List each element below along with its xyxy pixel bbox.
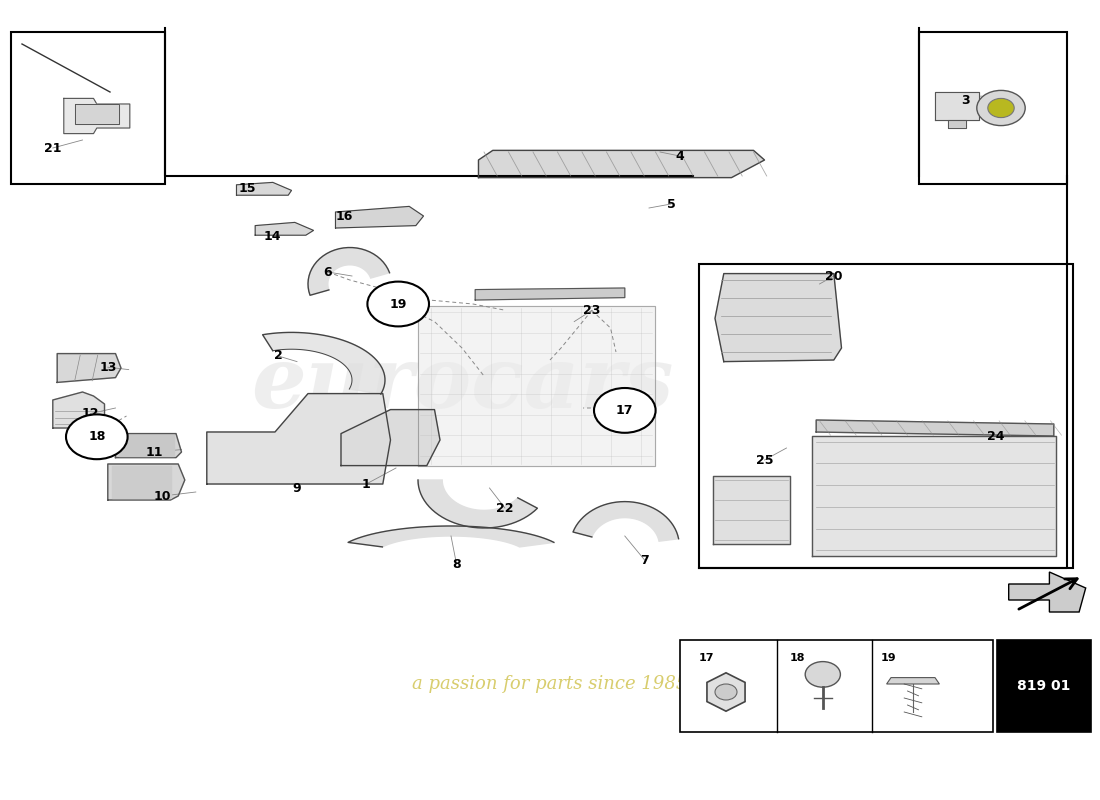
Circle shape xyxy=(66,414,128,459)
Text: 20: 20 xyxy=(825,270,843,282)
Text: 23: 23 xyxy=(583,304,601,317)
Text: 17: 17 xyxy=(698,654,714,663)
Text: 19: 19 xyxy=(881,654,896,663)
Polygon shape xyxy=(53,392,104,428)
Text: 12: 12 xyxy=(81,407,99,420)
Polygon shape xyxy=(812,436,1056,556)
FancyBboxPatch shape xyxy=(698,264,1072,568)
Text: 5: 5 xyxy=(667,198,675,210)
Text: 18: 18 xyxy=(790,654,805,663)
Text: 819 01: 819 01 xyxy=(1018,679,1070,693)
Text: a passion for parts since 1985: a passion for parts since 1985 xyxy=(412,675,688,693)
Circle shape xyxy=(594,388,656,433)
Polygon shape xyxy=(573,502,679,542)
Polygon shape xyxy=(336,206,424,228)
Polygon shape xyxy=(119,435,174,456)
Text: 25: 25 xyxy=(756,454,773,466)
Text: 8: 8 xyxy=(452,558,461,570)
Circle shape xyxy=(977,90,1025,126)
Text: 9: 9 xyxy=(293,482,301,494)
Polygon shape xyxy=(108,464,185,500)
Polygon shape xyxy=(816,420,1054,436)
Polygon shape xyxy=(348,526,554,547)
Polygon shape xyxy=(112,466,170,498)
Text: 24: 24 xyxy=(987,430,1004,442)
Polygon shape xyxy=(75,104,119,124)
Circle shape xyxy=(367,282,429,326)
Polygon shape xyxy=(478,150,764,178)
Text: 13: 13 xyxy=(99,361,117,374)
Polygon shape xyxy=(255,222,314,235)
FancyBboxPatch shape xyxy=(918,32,1067,184)
Text: 21: 21 xyxy=(44,142,62,154)
Polygon shape xyxy=(935,92,979,120)
Polygon shape xyxy=(475,288,625,300)
Text: 16: 16 xyxy=(336,210,353,222)
Polygon shape xyxy=(263,333,385,394)
Polygon shape xyxy=(57,354,121,382)
Polygon shape xyxy=(116,434,182,458)
Text: 2: 2 xyxy=(274,350,283,362)
Text: 18: 18 xyxy=(88,430,106,443)
Text: 1: 1 xyxy=(362,478,371,490)
FancyBboxPatch shape xyxy=(11,32,165,184)
Polygon shape xyxy=(948,120,966,128)
Text: 4: 4 xyxy=(675,150,684,162)
Circle shape xyxy=(805,662,840,687)
Circle shape xyxy=(988,98,1014,118)
Text: 6: 6 xyxy=(323,266,332,278)
Polygon shape xyxy=(707,673,745,711)
Polygon shape xyxy=(1009,572,1086,612)
Text: 3: 3 xyxy=(961,94,970,106)
Polygon shape xyxy=(887,678,939,684)
Polygon shape xyxy=(308,247,389,295)
FancyBboxPatch shape xyxy=(680,640,993,732)
Polygon shape xyxy=(418,480,538,528)
Polygon shape xyxy=(418,306,654,466)
Polygon shape xyxy=(713,476,790,544)
Text: 15: 15 xyxy=(239,182,256,195)
Polygon shape xyxy=(207,394,390,484)
Text: 17: 17 xyxy=(616,404,634,417)
FancyBboxPatch shape xyxy=(997,640,1091,732)
Polygon shape xyxy=(236,182,292,195)
Text: 11: 11 xyxy=(145,446,163,458)
Text: eurocars: eurocars xyxy=(251,342,673,426)
Text: 19: 19 xyxy=(389,298,407,310)
Text: 10: 10 xyxy=(154,490,172,502)
Circle shape xyxy=(715,684,737,700)
Text: 14: 14 xyxy=(264,230,282,242)
Polygon shape xyxy=(715,274,842,362)
Text: 22: 22 xyxy=(496,502,514,514)
Polygon shape xyxy=(341,410,440,466)
Polygon shape xyxy=(64,98,130,134)
Text: 7: 7 xyxy=(640,554,649,566)
